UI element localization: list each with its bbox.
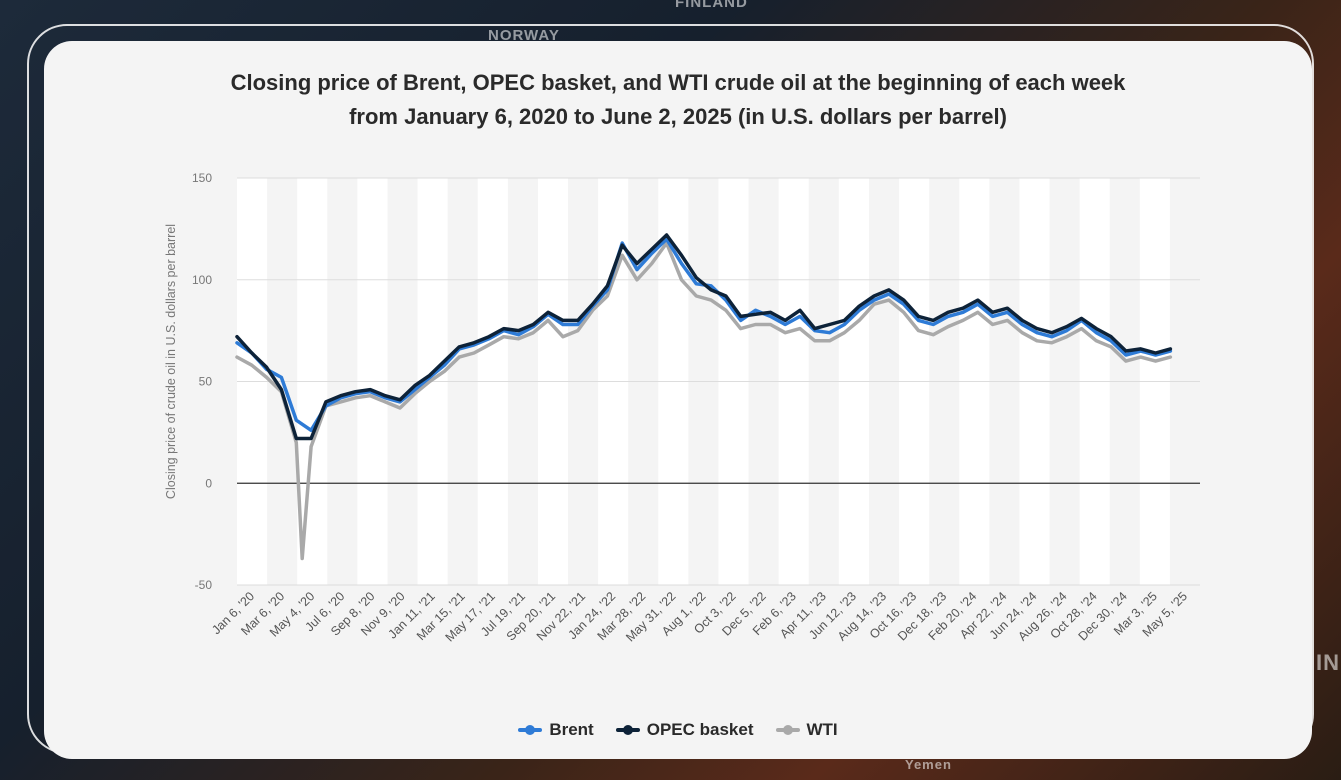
legend-swatch-brent [518,725,543,735]
legend-swatch-wti [775,725,800,735]
chart-title: Closing price of Brent, OPEC basket, and… [44,66,1312,134]
legend-swatch-opec [615,725,640,735]
legend-label-wti: WTI [806,720,838,739]
series-line-opec-basket [235,233,1173,441]
y-tick-label: 0 [205,476,212,490]
legend-item-brent[interactable]: Brent [518,720,594,740]
chart-subtitle: from January 6, 2020 to June 2, 2025 (in… [349,104,1007,129]
line-chart: 150 100 50 0 -50 Closing price of crude oil i… [164,171,1200,645]
legend-item-opec[interactable]: OPEC basket [615,720,754,740]
y-axis-label: Closing price of crude oil in U.S. dolla… [164,224,178,499]
chart-title-line1: Closing price of Brent, OPEC basket, and… [230,70,1126,95]
legend-label-opec: OPEC basket [646,720,754,739]
map-label-yemen: Yemen [905,757,952,772]
y-tick-label: 150 [192,171,212,185]
map-label-norway: NORWAY [488,27,560,44]
y-tick-label: -50 [195,578,213,592]
legend-label-brent: Brent [549,720,594,739]
y-tick-label: 50 [199,375,213,389]
map-label-finland: FINLAND [675,0,748,11]
chart-legend: Brent OPEC basket WTI [44,720,1312,740]
y-tick-label: 100 [192,273,212,287]
series-line-wti [235,241,1173,561]
chart-card: Closing price of Brent, OPEC basket, and… [44,41,1312,759]
legend-item-wti[interactable]: WTI [775,720,838,740]
map-label-in: IN [1316,650,1340,675]
